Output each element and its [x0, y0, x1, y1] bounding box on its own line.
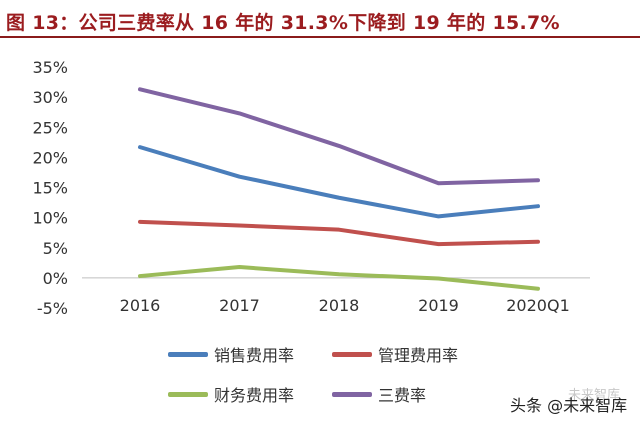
legend-swatch-total	[332, 391, 372, 397]
legend-item-admin: 管理费用率	[332, 342, 458, 366]
y-tick-label: -5%	[37, 299, 68, 318]
series-line-finance	[138, 265, 540, 291]
y-tick-label: 0%	[43, 269, 68, 288]
legend-item-finance: 财务费用率	[168, 382, 294, 406]
legend-label-finance: 财务费用率	[214, 386, 295, 405]
legend-label-admin: 管理费用率	[378, 346, 459, 365]
y-axis-labels: 35% 30% 25% 20% 15% 10% 5% 0% -5%	[32, 58, 68, 318]
x-tick-label: 2018	[319, 296, 360, 315]
watermark-faint-logo-text: 未来智库	[568, 388, 621, 403]
y-tick-label: 10%	[32, 209, 68, 228]
legend-label-sales: 销售费用率	[214, 346, 295, 365]
x-tick-label: 2016	[120, 296, 161, 315]
legend: 销售费用率 管理费用率 财务费用率 三费率	[168, 338, 568, 410]
series-line-total	[138, 87, 540, 186]
line-chart: 35%30%25%20%15%10%5%0%-5% 2016 2017 2018 20…	[32, 58, 590, 318]
series-line-admin	[138, 219, 540, 247]
series-lines	[138, 87, 540, 291]
x-tick-label: 2020Q1	[506, 296, 570, 315]
figure-title-bar: 图 13：公司三费率从 16 年的 31.3%下降到 19 年的 15.7%	[0, 0, 640, 38]
y-tick-label: 15%	[32, 179, 68, 198]
legend-swatch-finance	[168, 391, 208, 397]
x-axis-labels: 2016 2017 2018 2019 2020Q1	[120, 296, 570, 315]
figure-title: 图 13：公司三费率从 16 年的 31.3%下降到 19 年的 15.7%	[6, 12, 560, 34]
y-tick-label: 30%	[32, 88, 68, 107]
legend-label-total: 三费率	[378, 386, 427, 405]
y-tick-label: 25%	[32, 118, 68, 137]
legend-item-sales: 销售费用率	[168, 342, 294, 366]
y-tick-label: 35%	[32, 58, 68, 77]
legend-swatch-admin	[332, 351, 372, 357]
watermark-text: 头条 @未来智库	[510, 396, 628, 415]
legend-swatch-sales	[168, 351, 208, 357]
y-tick-label: 20%	[32, 148, 68, 167]
y-tick-label: 5%	[43, 239, 68, 258]
x-tick-label: 2017	[219, 296, 260, 315]
series-line-sales	[138, 145, 540, 219]
x-tick-label: 2019	[418, 296, 459, 315]
legend-item-total: 三费率	[332, 382, 426, 406]
watermark: 头条 @未来智库	[510, 392, 627, 416]
